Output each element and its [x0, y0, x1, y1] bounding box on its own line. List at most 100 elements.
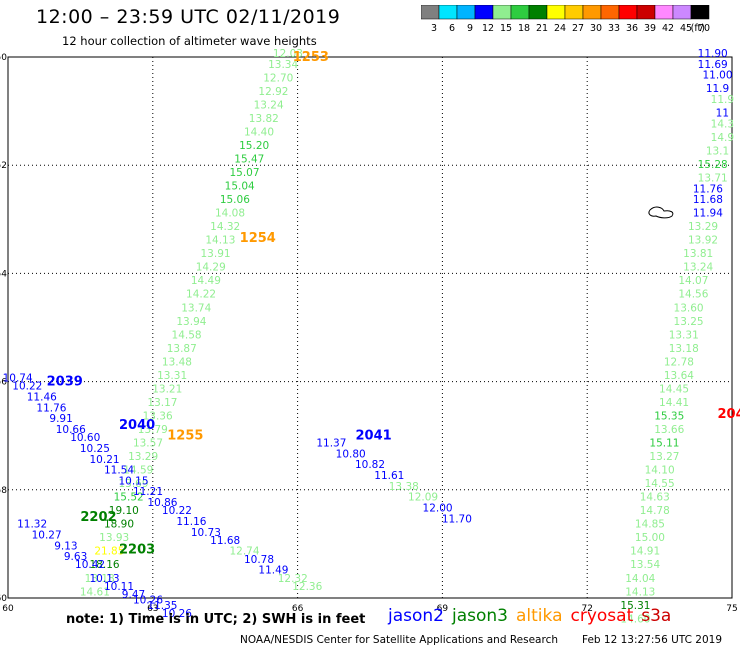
scale-swatch — [690, 5, 710, 20]
y-tick-label: -60 — [0, 594, 7, 604]
wave-height-value: 14.56 — [678, 289, 708, 301]
wave-height-value: 12.36 — [292, 581, 322, 593]
wave-height-value: 10.86 — [147, 497, 177, 509]
wave-height-value: 10.60 — [70, 432, 100, 444]
wave-height-value: 19.10 — [109, 505, 139, 517]
wave-height-value: 12.03 — [273, 48, 303, 60]
wave-height-value: 15.00 — [635, 532, 665, 544]
wave-height-value: 13.31 — [669, 329, 699, 341]
scale-label: 45 — [680, 23, 692, 34]
x-tick-label: 69 — [437, 604, 449, 614]
wave-height-value: 14.63 — [640, 492, 670, 504]
wave-height-value: 11 — [716, 108, 729, 120]
wave-height-value: 13.57 — [133, 438, 163, 450]
wave-height-value: 10.21 — [90, 454, 120, 466]
footer-note: note: 1) Time is in UTC; 2) SWH is in fe… — [66, 612, 366, 627]
wave-height-value: 15.06 — [220, 194, 250, 206]
wave-height-value: 11.21 — [133, 486, 163, 498]
wave-height-value: 10.80 — [336, 448, 366, 460]
wave-height-value: 13.21 — [152, 383, 182, 395]
wave-height-value: 9.91 — [49, 413, 72, 425]
wave-height-value: 10.82 — [355, 459, 385, 471]
scale-label: 39 — [644, 23, 656, 34]
wave-height-value: 11.90 — [698, 48, 728, 60]
scale-label: 6 — [449, 23, 455, 34]
scale-label: 42 — [662, 23, 674, 34]
wave-height-value: 13.17 — [147, 397, 177, 409]
wave-height-value: 14.85 — [635, 519, 665, 531]
scale-label: 24 — [554, 23, 566, 34]
pass-label: 1254 — [240, 231, 276, 246]
wave-height-value: 12.00 — [423, 502, 453, 514]
wave-height-value: 11.76 — [36, 402, 66, 414]
wave-height-value: 13.92 — [688, 235, 718, 247]
wave-height-value: 11.54 — [104, 465, 134, 477]
wave-height-value: 11.35 — [147, 600, 177, 612]
wave-height-value: 10.73 — [191, 527, 221, 539]
wave-height-value: 10.78 — [244, 554, 274, 566]
wave-height-value: 14.55 — [645, 478, 675, 490]
scale-label: 15 — [500, 23, 512, 34]
wave-height-value: 14.60 — [620, 613, 650, 625]
wave-height-value: 13.94 — [176, 316, 206, 328]
wave-height-value: 14.58 — [172, 329, 202, 341]
wave-height-value: 11.70 — [442, 513, 472, 525]
wave-height-value: 14.10 — [645, 465, 675, 477]
legend-s3a: s3a — [641, 606, 672, 626]
wave-height-value: 14.78 — [640, 505, 670, 517]
page-title: 12:00 – 23:59 UTC 02/11/2019 — [36, 6, 341, 28]
wave-height-value: 15.07 — [229, 167, 259, 179]
legend-cryosat: cryosat — [570, 606, 634, 626]
wave-height-value: 9.47 — [122, 589, 145, 601]
wave-height-value: 10.66 — [56, 424, 86, 436]
y-tick-label: -50 — [0, 53, 7, 63]
legend-altika: altika — [516, 606, 563, 626]
wave-height-value: 14.45 — [659, 383, 689, 395]
wave-height-value: 14.91 — [630, 546, 660, 558]
legend-jason2: jason2 — [388, 606, 444, 626]
wave-height-value: 14.13 — [625, 586, 655, 598]
wave-height-value: 18.16 — [90, 559, 120, 571]
wave-height-value: 15.52 — [114, 492, 144, 504]
wave-height-value: 14.29 — [196, 262, 226, 274]
x-tick-label: 63 — [147, 604, 158, 614]
wave-height-value: 14.41 — [659, 397, 689, 409]
scale-label: 9 — [467, 23, 473, 34]
wave-height-value: 15.28 — [698, 159, 728, 171]
pass-label: 2040 — [119, 418, 155, 433]
wave-height-value: 14.13 — [205, 235, 235, 247]
scale-label: 3 — [431, 23, 437, 34]
wave-height-value: 13.25 — [674, 316, 704, 328]
wave-height-value: 14.08 — [215, 208, 245, 220]
satellite-legend: jason2 jason3 altika cryosat s3a — [388, 606, 679, 626]
wave-height-value: 10.27 — [32, 529, 62, 541]
wave-height-value: 14.59 — [123, 465, 153, 477]
wave-height-value: 14.9 — [711, 132, 734, 144]
scale-label: 18 — [518, 23, 530, 34]
wave-height-value: 12.92 — [258, 86, 288, 98]
scale-label: 21 — [536, 23, 548, 34]
wave-height-value: 14.22 — [186, 289, 216, 301]
wave-height-value: 10.22 — [162, 505, 192, 517]
wave-height-value: 11.94 — [693, 208, 723, 220]
wave-height-value: 10.11 — [104, 581, 134, 593]
wave-height-value: 13.54 — [630, 559, 660, 571]
wave-height-value: 13.18 — [669, 343, 699, 355]
pass-label: 2203 — [119, 542, 155, 557]
wave-height-value: 10.26 — [162, 608, 192, 620]
scale-label: 30 — [590, 23, 602, 34]
wave-height-value: 13.48 — [162, 356, 192, 368]
wave-height-value: 14.04 — [625, 573, 655, 585]
wave-height-value: 13.64 — [664, 370, 694, 382]
credit-text: NOAA/NESDIS Center for Satellite Applica… — [240, 634, 558, 646]
scale-label: 33 — [608, 23, 620, 34]
wave-height-value: 13.27 — [649, 451, 679, 463]
wave-height-value: 12.74 — [229, 546, 259, 558]
wave-height-value: 15.31 — [620, 600, 650, 612]
wave-height-value: 11.9 — [711, 94, 734, 106]
scale-label: 70 — [698, 23, 710, 34]
pass-label: 204 — [718, 407, 740, 422]
wave-height-value: 13.66 — [654, 424, 684, 436]
pass-label: 2202 — [80, 510, 116, 525]
